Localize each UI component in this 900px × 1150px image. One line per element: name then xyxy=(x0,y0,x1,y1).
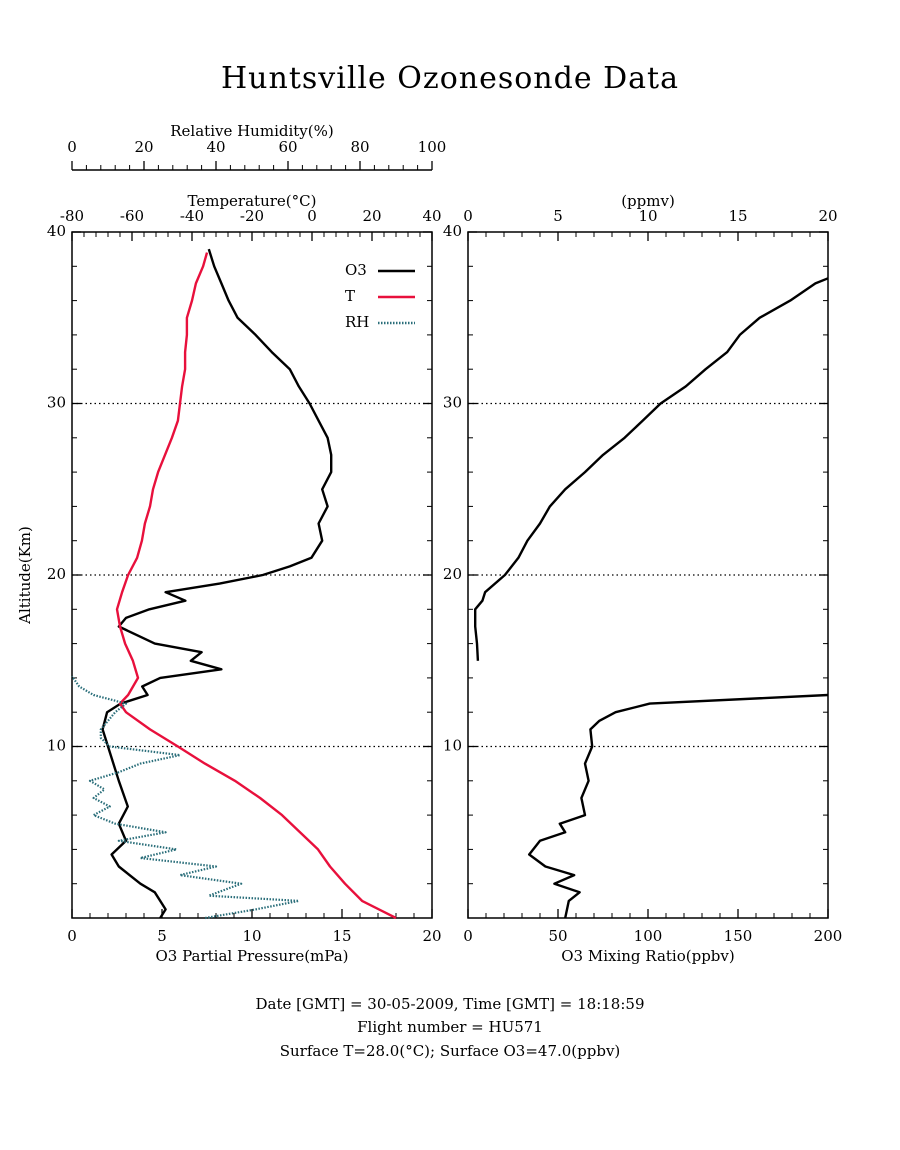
legend-label: T xyxy=(345,287,355,305)
axis-title: (ppmv) xyxy=(621,192,675,210)
y-tick-label: 40 xyxy=(443,222,462,240)
x-tick-label: 20 xyxy=(362,207,381,225)
axis-title: Relative Humidity(%) xyxy=(170,122,333,140)
axis-title: O3 Partial Pressure(mPa) xyxy=(155,947,348,965)
axis-title: O3 Mixing Ratio(ppbv) xyxy=(561,947,734,965)
x-tick-label: 15 xyxy=(332,927,351,945)
x-tick-label: 20 xyxy=(134,138,153,156)
x-tick-label: 5 xyxy=(553,207,563,225)
y-tick-label: 10 xyxy=(47,737,66,755)
x-tick-label: 20 xyxy=(422,927,441,945)
x-tick-label: -80 xyxy=(60,207,84,225)
y-tick-label: 20 xyxy=(443,565,462,583)
footer-line: Surface T=28.0(°C); Surface O3=47.0(ppbv… xyxy=(280,1042,621,1060)
y-tick-label: 30 xyxy=(443,394,462,412)
y-tick-label: 10 xyxy=(443,737,462,755)
x-tick-label: 10 xyxy=(638,207,657,225)
x-tick-label: 0 xyxy=(463,207,473,225)
axis-title: Temperature(°C) xyxy=(188,192,317,210)
x-tick-label: 0 xyxy=(67,138,77,156)
x-tick-label: 60 xyxy=(278,138,297,156)
x-tick-label: 50 xyxy=(548,927,567,945)
y-tick-label: 40 xyxy=(47,222,66,240)
series-line xyxy=(101,248,333,919)
x-tick-label: 100 xyxy=(418,138,447,156)
x-tick-label: -60 xyxy=(120,207,144,225)
series-line xyxy=(528,693,829,919)
x-tick-label: 200 xyxy=(814,927,843,945)
x-tick-label: 0 xyxy=(307,207,317,225)
series-line xyxy=(71,675,300,920)
x-tick-label: 10 xyxy=(242,927,261,945)
x-tick-label: -20 xyxy=(240,207,264,225)
legend-label: RH xyxy=(345,313,369,331)
series-line xyxy=(474,277,829,661)
x-tick-label: 40 xyxy=(206,138,225,156)
x-tick-label: 0 xyxy=(463,927,473,945)
x-tick-label: 20 xyxy=(818,207,837,225)
x-tick-label: 0 xyxy=(67,927,77,945)
y-axis-title: Altitude(Km) xyxy=(16,526,34,625)
x-tick-label: 80 xyxy=(350,138,369,156)
y-tick-label: 20 xyxy=(47,565,66,583)
series-line xyxy=(115,252,397,920)
chart-title: Huntsville Ozonesonde Data xyxy=(221,61,679,96)
footer-line: Date [GMT] = 30-05-2009, Time [GMT] = 18… xyxy=(255,995,644,1013)
x-tick-label: 100 xyxy=(634,927,663,945)
y-tick-label: 30 xyxy=(47,394,66,412)
legend-label: O3 xyxy=(345,261,367,279)
x-tick-label: -40 xyxy=(180,207,204,225)
x-tick-label: 150 xyxy=(724,927,753,945)
x-tick-label: 15 xyxy=(728,207,747,225)
x-tick-label: 5 xyxy=(157,927,167,945)
x-tick-label: 40 xyxy=(422,207,441,225)
footer-line: Flight number = HU571 xyxy=(357,1018,543,1036)
